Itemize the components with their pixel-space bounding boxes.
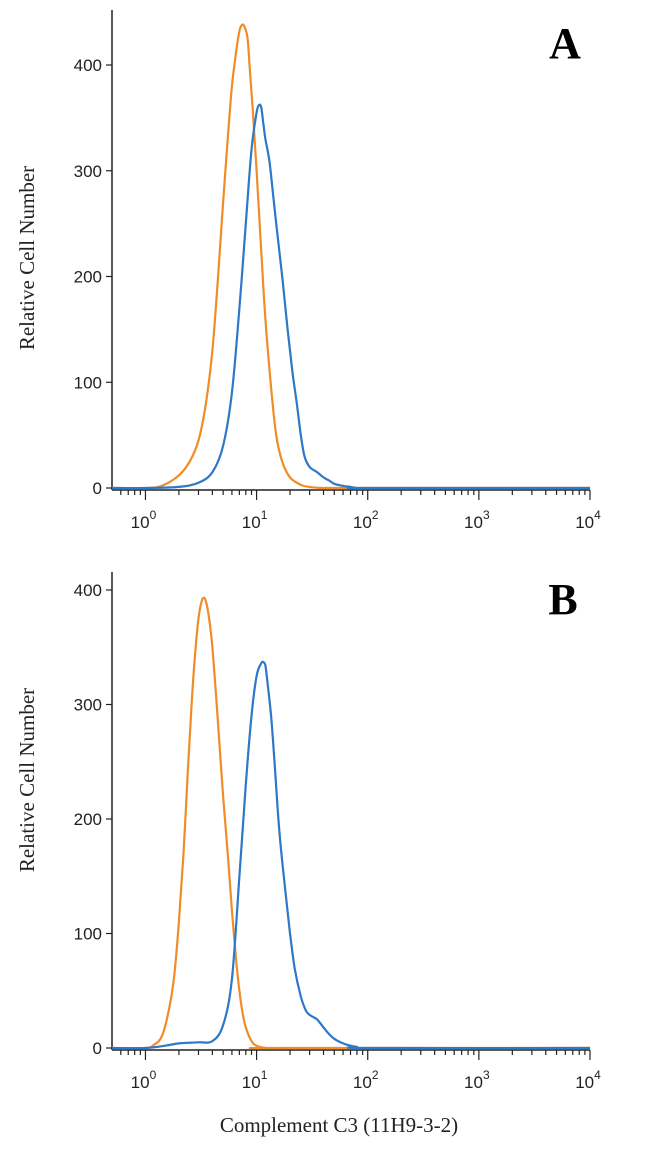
y-tick-label: 200 (74, 268, 102, 287)
series-line-orange (111, 596, 590, 1050)
y-tick-label: 0 (93, 1039, 102, 1058)
series-line-blue (111, 103, 590, 490)
series-line-blue (111, 660, 591, 1050)
y-tick-label: 300 (74, 162, 102, 181)
x-tick-label: 103 (464, 508, 490, 532)
x-axis-title: Complement C3 (11H9-3-2) (220, 1113, 458, 1137)
x-tick-label: 100 (131, 1068, 157, 1092)
x-tick-label: 102 (353, 508, 379, 532)
y-axis-title: Relative Cell Number (15, 688, 39, 872)
x-tick-label: 101 (242, 1068, 268, 1092)
y-tick-label: 100 (74, 925, 102, 944)
x-tick-label: 101 (242, 508, 268, 532)
y-tick-label: 400 (74, 56, 102, 75)
panel-letter: B (548, 575, 577, 624)
panel-a: 0 100 200 300 400 100 101 102 103 104 Relative Cel… (15, 10, 601, 532)
y-tick-label: 200 (74, 810, 102, 829)
panel-b: 0 100 200 300 400 100 101 102 103 104 Relative Cel… (15, 572, 601, 1137)
x-tick-label: 104 (575, 1068, 601, 1092)
x-tick-label: 100 (131, 508, 157, 532)
x-tick-label: 103 (464, 1068, 490, 1092)
series-line-orange (111, 23, 590, 490)
y-tick-label: 300 (74, 696, 102, 715)
y-tick-label: 400 (74, 581, 102, 600)
y-tick-label: 100 (74, 373, 102, 392)
panel-letter: A (549, 19, 581, 68)
x-tick-label: 102 (353, 1068, 379, 1092)
x-tick-label: 104 (575, 508, 601, 532)
y-axis-title: Relative Cell Number (15, 166, 39, 350)
y-tick-label: 0 (93, 479, 102, 498)
